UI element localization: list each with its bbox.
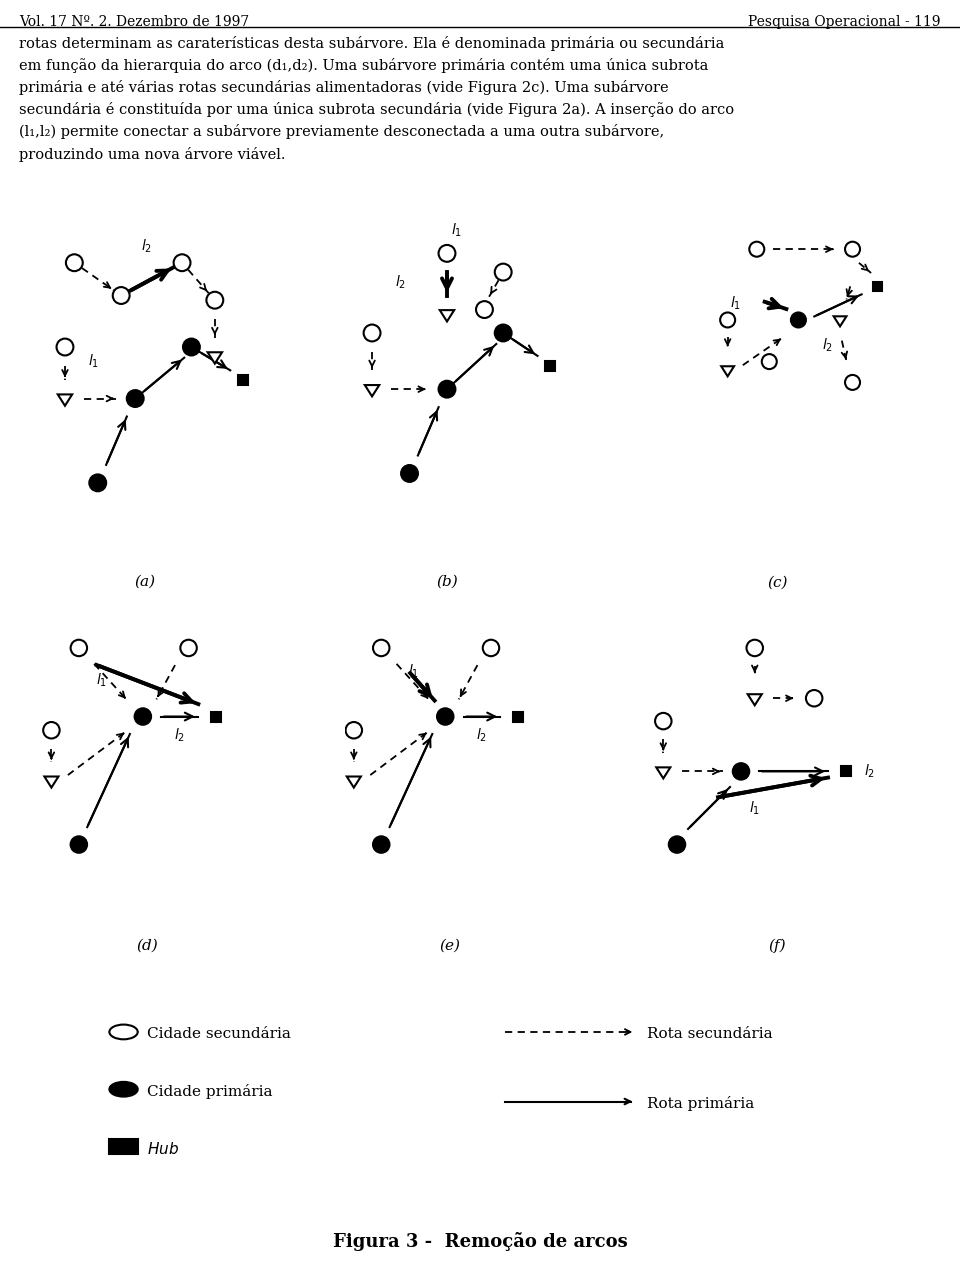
Circle shape <box>845 241 860 257</box>
Text: Cidade secundária: Cidade secundária <box>147 1027 291 1041</box>
Polygon shape <box>748 695 762 705</box>
Polygon shape <box>833 316 847 326</box>
Text: (f): (f) <box>769 939 786 952</box>
Circle shape <box>750 241 764 257</box>
Polygon shape <box>58 395 72 405</box>
Text: $l_1$: $l_1$ <box>451 222 462 239</box>
Polygon shape <box>44 776 59 787</box>
Bar <box>211 711 221 721</box>
Text: Rota secundária: Rota secundária <box>647 1027 773 1041</box>
Circle shape <box>71 837 87 852</box>
Bar <box>109 1139 137 1154</box>
Circle shape <box>732 763 749 780</box>
Circle shape <box>57 339 73 356</box>
Circle shape <box>483 640 499 657</box>
Text: rotas determinam as caraterísticas desta subárvore. Ela é denominada primária ou: rotas determinam as caraterísticas desta… <box>19 36 734 161</box>
Text: $l_1$: $l_1$ <box>749 800 760 817</box>
Polygon shape <box>721 366 734 376</box>
Text: $l_2$: $l_2$ <box>476 726 488 744</box>
Circle shape <box>439 381 455 398</box>
Circle shape <box>43 723 60 738</box>
Text: (b): (b) <box>436 575 458 589</box>
Text: $l_2$: $l_2$ <box>822 337 833 353</box>
Circle shape <box>476 301 492 318</box>
Text: $Hub$: $Hub$ <box>147 1140 180 1157</box>
Circle shape <box>845 375 860 390</box>
Circle shape <box>806 690 823 706</box>
Text: Cidade primária: Cidade primária <box>147 1083 273 1099</box>
Circle shape <box>494 325 512 342</box>
Polygon shape <box>365 385 379 396</box>
Circle shape <box>127 390 144 406</box>
Circle shape <box>762 354 777 370</box>
Circle shape <box>373 640 390 657</box>
Bar <box>545 361 555 371</box>
Text: Pesquisa Operacional - 119: Pesquisa Operacional - 119 <box>748 15 941 29</box>
Text: Rota primária: Rota primária <box>647 1096 755 1111</box>
Text: Figura 3 -  Remoção de arcos: Figura 3 - Remoção de arcos <box>332 1232 628 1251</box>
Bar <box>873 282 882 291</box>
Circle shape <box>364 325 380 342</box>
Polygon shape <box>440 310 454 321</box>
Circle shape <box>373 837 390 852</box>
Circle shape <box>439 245 455 262</box>
Text: $l_2$: $l_2$ <box>174 726 185 744</box>
Text: $l_1$: $l_1$ <box>88 353 100 370</box>
Polygon shape <box>657 767 670 779</box>
Bar <box>841 766 852 776</box>
Circle shape <box>747 640 763 657</box>
Circle shape <box>206 292 224 309</box>
Text: (a): (a) <box>134 575 156 589</box>
Text: $l_2$: $l_2$ <box>141 237 153 255</box>
Polygon shape <box>207 352 222 363</box>
Circle shape <box>346 723 362 738</box>
Circle shape <box>89 475 107 491</box>
Circle shape <box>720 312 735 328</box>
Bar <box>238 375 248 385</box>
Circle shape <box>791 312 805 328</box>
Text: (d): (d) <box>136 939 158 952</box>
Circle shape <box>109 1025 137 1039</box>
Circle shape <box>71 640 87 657</box>
Text: $l_1$: $l_1$ <box>96 672 108 688</box>
Circle shape <box>401 465 418 481</box>
Text: (e): (e) <box>440 939 461 952</box>
Text: $l_2$: $l_2$ <box>395 273 406 291</box>
Circle shape <box>109 1082 137 1096</box>
Text: $l_1$: $l_1$ <box>408 663 419 679</box>
Circle shape <box>66 254 83 272</box>
Circle shape <box>112 287 130 304</box>
Polygon shape <box>347 776 361 787</box>
Text: $l_1$: $l_1$ <box>731 295 741 312</box>
Text: $l_2$: $l_2$ <box>864 763 876 780</box>
Circle shape <box>183 339 200 356</box>
Circle shape <box>437 709 453 725</box>
Text: (c): (c) <box>767 575 788 589</box>
Circle shape <box>134 709 151 725</box>
Circle shape <box>180 640 197 657</box>
Circle shape <box>494 264 512 281</box>
Text: Vol. 17 Nº. 2. Dezembro de 1997: Vol. 17 Nº. 2. Dezembro de 1997 <box>19 15 250 29</box>
Circle shape <box>174 254 190 272</box>
Bar <box>514 711 523 721</box>
Circle shape <box>669 837 685 852</box>
Circle shape <box>655 712 672 729</box>
